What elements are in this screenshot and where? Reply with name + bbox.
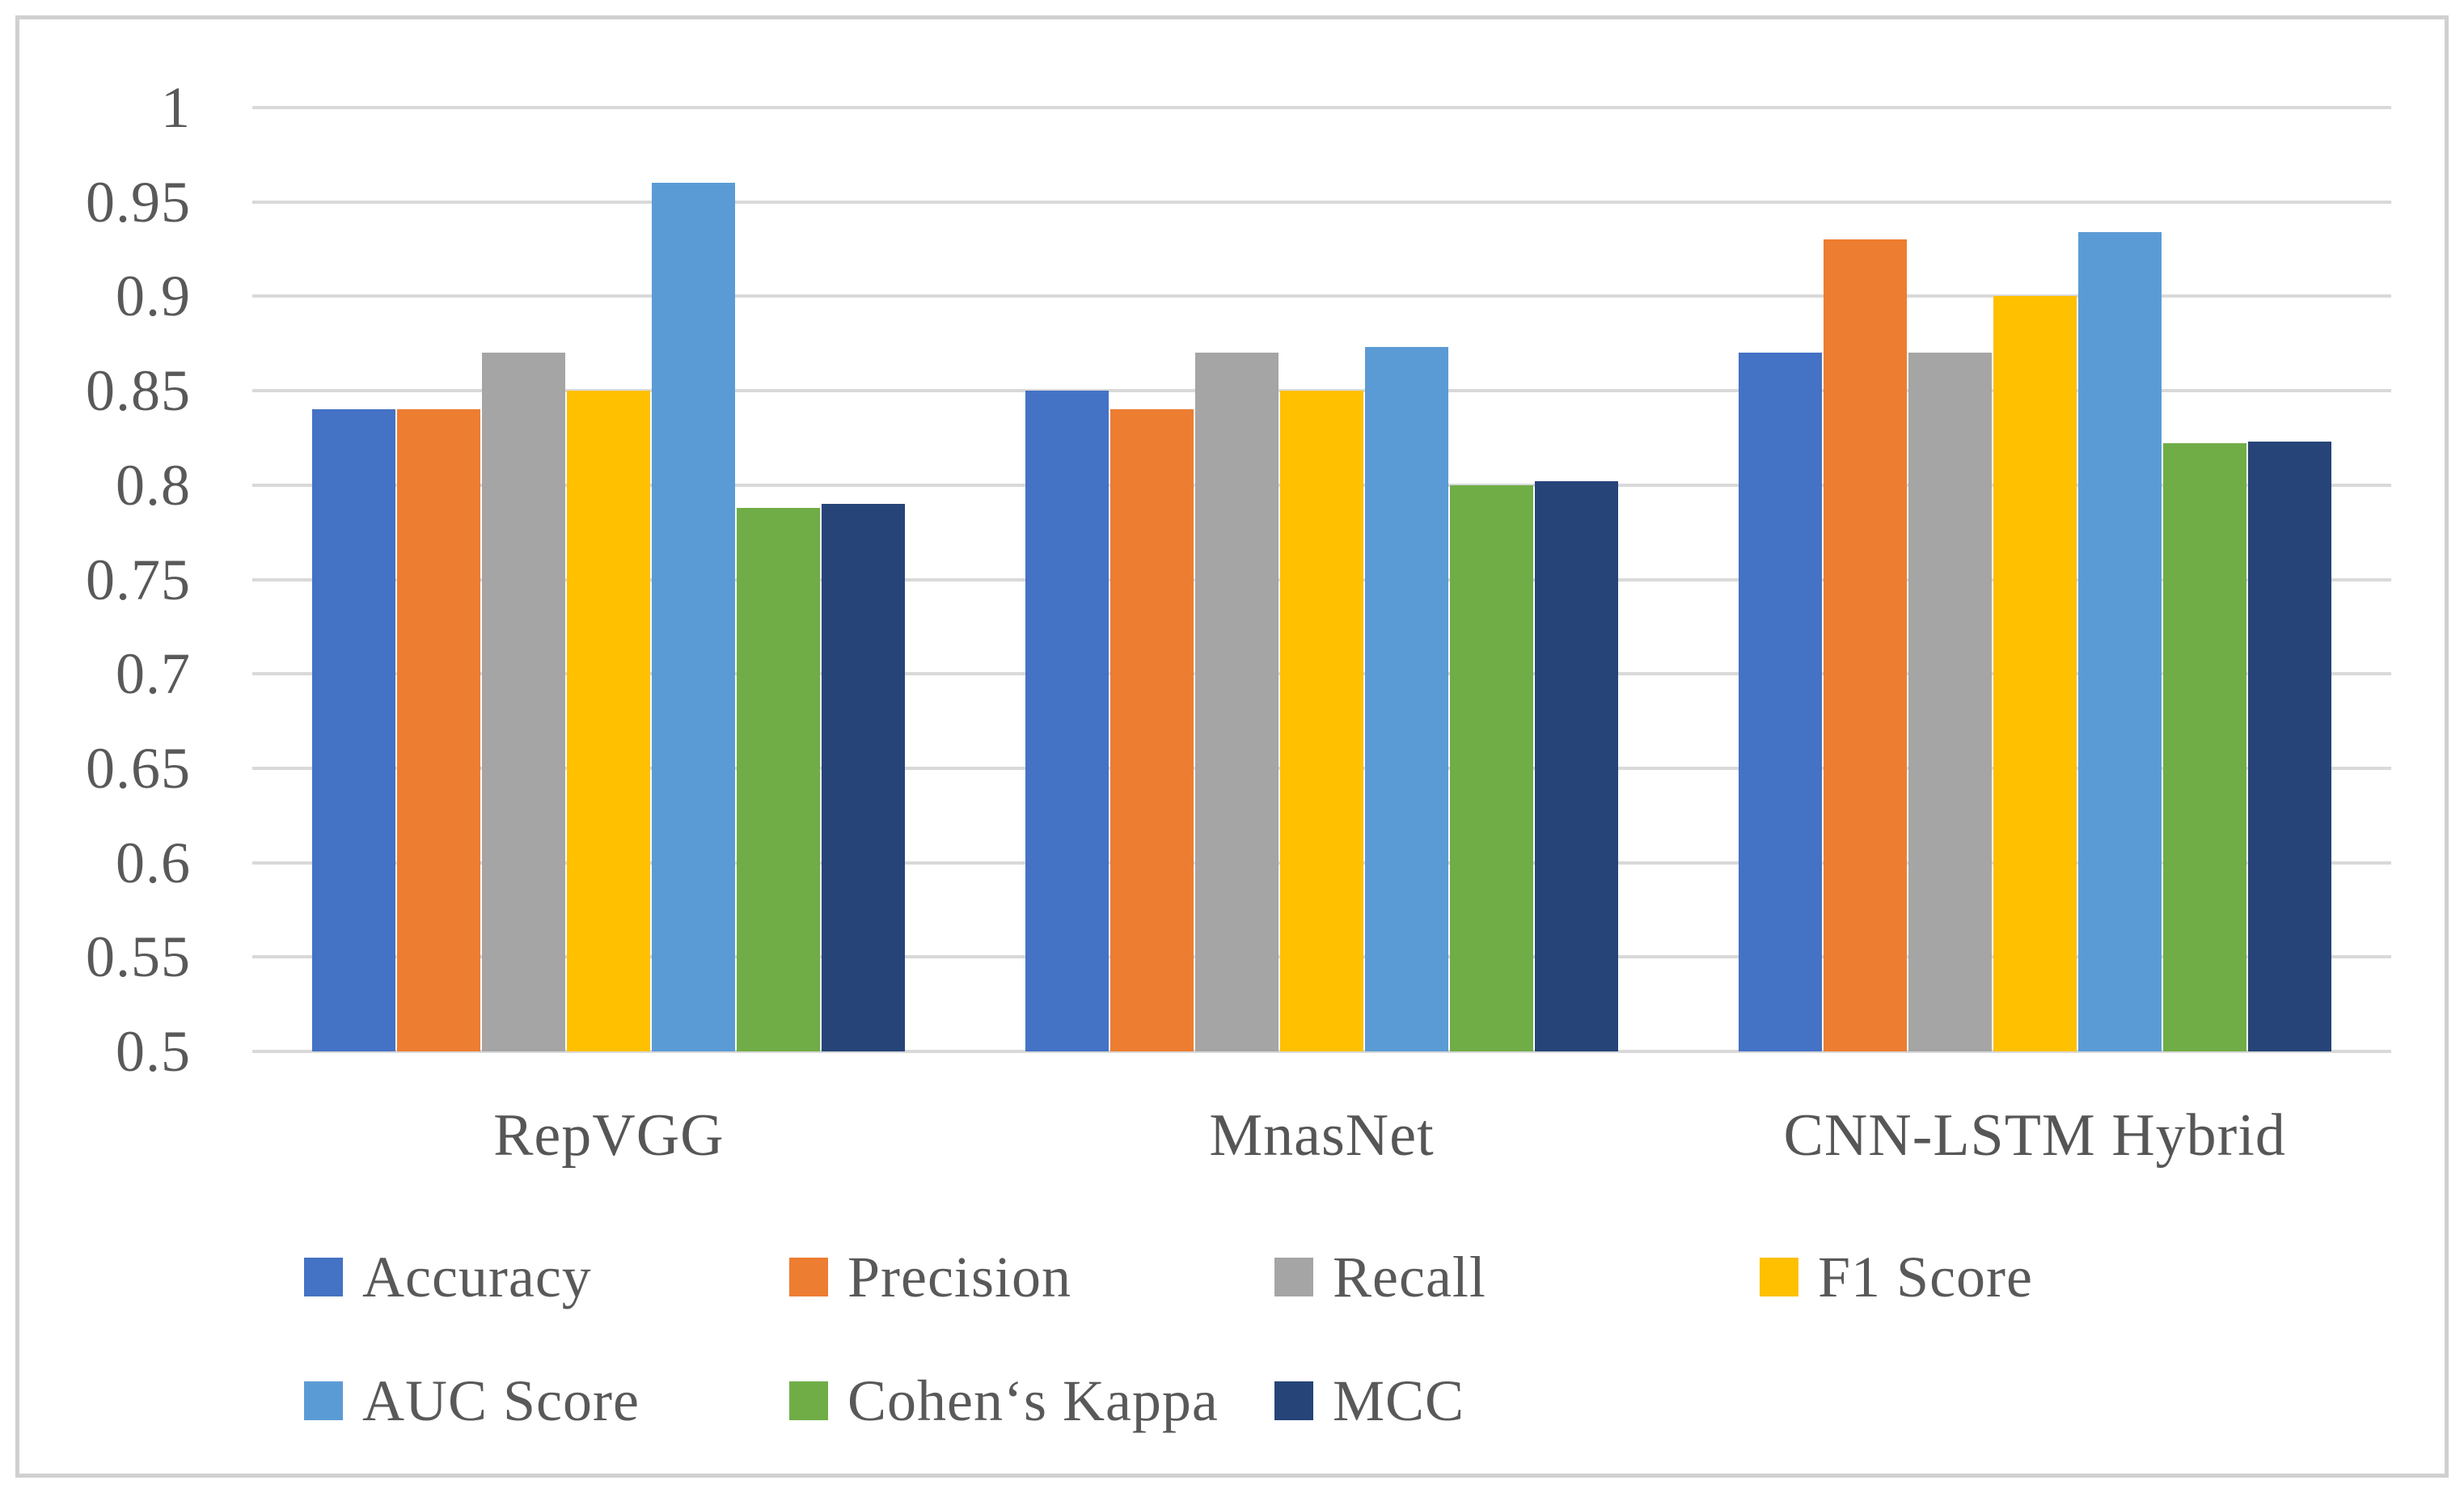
gridline [252,1050,2391,1053]
y-tick-label: 1 [161,75,191,140]
bar-cohen-s-kappa-mnasnet [1450,484,1533,1051]
plot-area [252,106,2391,1053]
gridline [252,106,2391,109]
x-category-label-cnn-lstm-hybrid: CNN-LSTM Hybrid [1783,1102,2286,1169]
legend-label: F1 Score [1818,1244,2033,1309]
legend-swatch-cohen-s-kappa [789,1381,828,1420]
bar-f1-score-cnn-lstm-hybrid [1993,296,2077,1051]
gridline [252,294,2391,298]
y-tick-label: 0.7 [116,641,191,707]
legend-label: Accuracy [362,1244,592,1309]
legend-label: MCC [1333,1368,1465,1433]
bar-f1-score-mnasnet [1280,391,1363,1051]
bar-mcc-cnn-lstm-hybrid [2247,442,2331,1051]
y-tick-label: 0.95 [86,169,191,235]
bar-accuracy-mnasnet [1025,391,1109,1051]
bar-auc-score-mnasnet [1365,347,1448,1051]
gridline [252,389,2391,393]
bar-cohen-s-kappa-cnn-lstm-hybrid [2162,443,2246,1051]
bar-recall-cnn-lstm-hybrid [1908,353,1992,1051]
bar-accuracy-cnn-lstm-hybrid [1738,353,1822,1051]
legend-swatch-mcc [1274,1381,1313,1420]
legend-swatch-accuracy [304,1258,343,1296]
chart-frame: 1 0.95 0.9 0.85 0.8 0.75 0.7 0.65 0.6 0.55 0.5 Rep… [15,15,2449,1478]
bar-accuracy-repvgg [312,409,396,1051]
y-tick-label: 0.75 [86,547,191,612]
y-tick-label: 0.55 [86,924,191,990]
bar-precision-mnasnet [1110,409,1194,1051]
bar-mcc-mnasnet [1535,481,1618,1051]
legend-item-precision: Precision [789,1238,1071,1316]
bar-f1-score-repvgg [567,391,651,1051]
bar-mcc-repvgg [822,504,906,1051]
bar-precision-repvgg [397,409,481,1051]
legend-item-recall: Recall [1274,1238,1486,1316]
bar-recall-repvgg [482,353,566,1051]
legend-swatch-precision [789,1258,828,1296]
y-tick-label: 0.8 [116,452,191,518]
legend-label: Precision [847,1244,1071,1309]
legend-item-mcc: MCC [1274,1362,1464,1440]
legend-item-cohen-s-kappa: Cohen‘s Kappa [789,1362,1219,1440]
x-category-label-repvgg: RepVGG [493,1102,725,1169]
gridline [252,200,2391,204]
category-group-repvgg [252,108,966,1051]
legend-item-auc-score: AUC Score [304,1362,640,1440]
bar-auc-score-repvgg [652,183,736,1051]
bar-cohen-s-kappa-repvgg [737,507,821,1051]
legend-label: AUC Score [362,1368,640,1433]
bars-layer [252,108,2391,1051]
legend-item-accuracy: Accuracy [304,1238,592,1316]
bar-auc-score-cnn-lstm-hybrid [2077,232,2162,1051]
y-tick-label: 0.9 [116,264,191,329]
y-tick-label: 0.65 [86,735,191,801]
y-tick-label: 0.6 [116,830,191,895]
bar-precision-cnn-lstm-hybrid [1823,239,1907,1051]
category-group-mnasnet [966,108,1679,1051]
legend-swatch-f1-score [1760,1258,1798,1296]
legend-label: Recall [1333,1244,1486,1309]
y-tick-label: 0.85 [86,358,191,424]
legend-label: Cohen‘s Kappa [847,1368,1219,1433]
legend-swatch-recall [1274,1258,1313,1296]
bar-recall-mnasnet [1195,353,1278,1051]
legend-swatch-auc-score [304,1381,343,1420]
legend-item-f1-score: F1 Score [1760,1238,2033,1316]
x-category-label-mnasnet: MnasNet [1209,1102,1435,1169]
y-tick-label: 0.5 [116,1019,191,1084]
category-group-cnn-lstm-hybrid [1678,108,2391,1051]
